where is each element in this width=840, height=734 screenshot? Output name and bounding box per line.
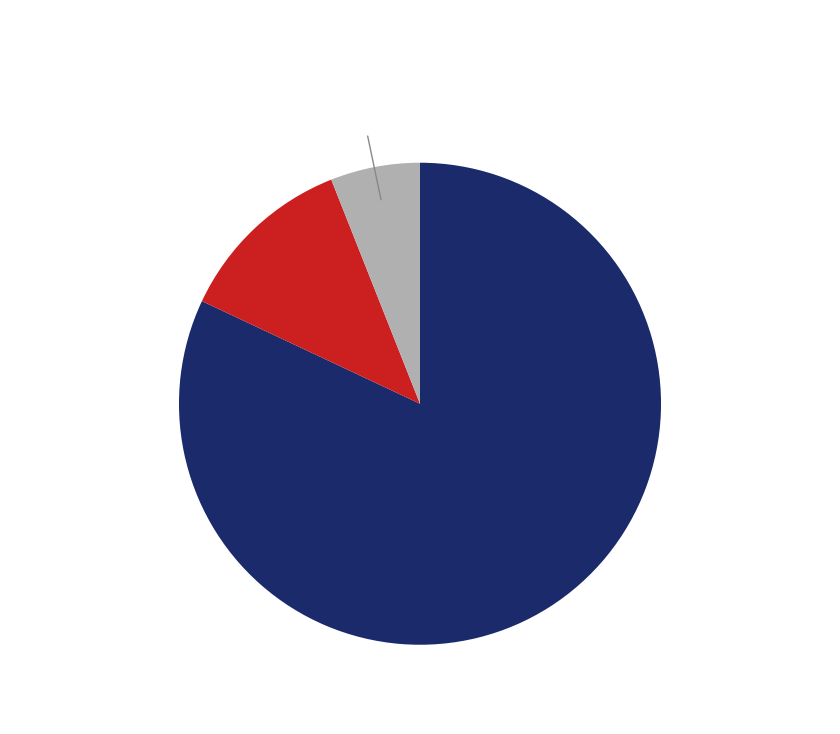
Wedge shape <box>331 163 420 404</box>
Wedge shape <box>202 180 420 404</box>
Wedge shape <box>179 163 661 644</box>
